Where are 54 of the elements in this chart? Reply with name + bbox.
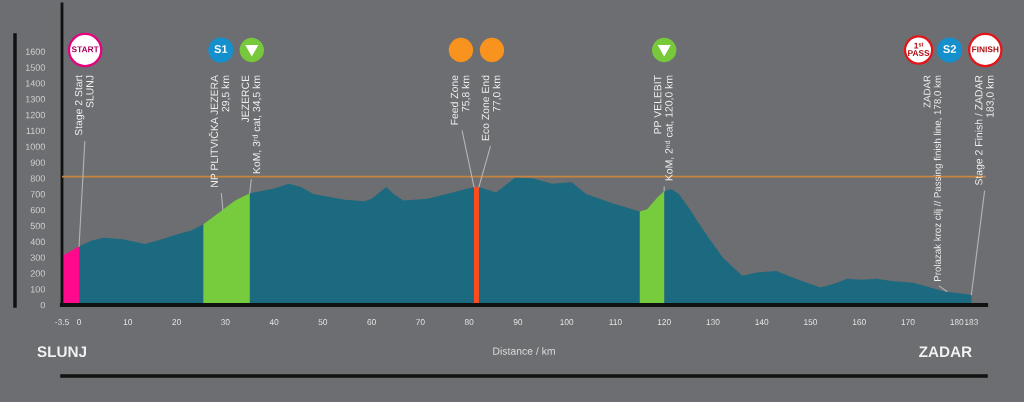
x-tick-label: 80	[464, 319, 474, 326]
x-tick-label: 60	[367, 319, 376, 326]
y-tick-label: 400	[30, 238, 45, 245]
x-tick-label: 140	[755, 319, 769, 326]
y-tick-label: 800	[30, 175, 45, 182]
x-tick-label: -3.5	[55, 319, 69, 326]
annotation: Stage 2 Finish / ZADAR 183,0 km	[974, 75, 995, 186]
annotation: PP VELEBIT KoM, 2ⁿᵈ cat, 120,0 km	[654, 75, 674, 181]
y-tick-label: 1400	[25, 80, 45, 87]
annotation: JEZERCE KoM, 3ʳᵈ cat, 34,5 km	[241, 75, 262, 174]
annotation: START	[71, 46, 99, 53]
x-tick-label: 40	[269, 319, 279, 326]
x-tick-label: 120	[657, 319, 671, 326]
y-tick-label: 900	[30, 159, 45, 166]
x-tick-label: 90	[513, 319, 523, 326]
x-tick-label: 110	[609, 319, 622, 326]
text: SLUNJ	[37, 346, 86, 358]
annotation: ZADAR Prolazak kroz cilj // Passing finish line, 178,0 km	[923, 75, 943, 281]
annotation: S2	[943, 45, 956, 53]
x-tick-label: 50	[318, 319, 328, 326]
annotation: 1ˢᵗ PASS	[908, 42, 930, 56]
y-tick-label: 300	[30, 254, 45, 261]
x-tick-label: 30	[221, 319, 230, 326]
x-tick-label: 170	[901, 319, 915, 326]
x-tick-label: 180	[950, 319, 964, 326]
annotation: S1	[214, 45, 228, 53]
y-tick-label: 1000	[25, 143, 45, 150]
y-tick-label: 1500	[25, 64, 45, 71]
y-tick-label: 200	[30, 270, 45, 277]
x-tick-label: 70	[416, 319, 425, 326]
x-tick-label: 150	[804, 319, 818, 326]
x-tick-label: 20	[172, 319, 181, 326]
annotation: FINISH	[972, 46, 999, 53]
annotation: NP PLITVIČKA JEZERA 29,5 km	[208, 75, 231, 187]
y-tick-label: 1100	[26, 127, 45, 135]
y-tick-label: 100	[30, 286, 45, 293]
x-tick-label: 183	[965, 319, 978, 326]
y-tick-label: 600	[30, 206, 45, 214]
x-tick-label: 0	[77, 319, 82, 326]
y-tick-label: 1300	[25, 96, 45, 103]
x-tick-label: 100	[560, 319, 574, 326]
y-tick-label: 0	[40, 301, 45, 309]
x-tick-label: 10	[123, 319, 133, 326]
y-tick-label: 1200	[25, 111, 45, 119]
annotation: Feed Zone 75,8 km	[450, 75, 471, 125]
x-tick-label: 160	[852, 319, 866, 326]
text: ZADAR	[919, 346, 972, 357]
y-tick-label: 1600	[25, 48, 45, 55]
annotation: Eco Zone End 77,0 km	[481, 75, 502, 141]
y-tick-label: 700	[30, 191, 45, 198]
x-axis-title: Distance / km	[493, 347, 555, 355]
x-tick-label: 130	[706, 319, 720, 326]
y-tick-label: 500	[30, 222, 45, 230]
annotation: Stage 2 Start SLUNJ	[74, 75, 94, 136]
